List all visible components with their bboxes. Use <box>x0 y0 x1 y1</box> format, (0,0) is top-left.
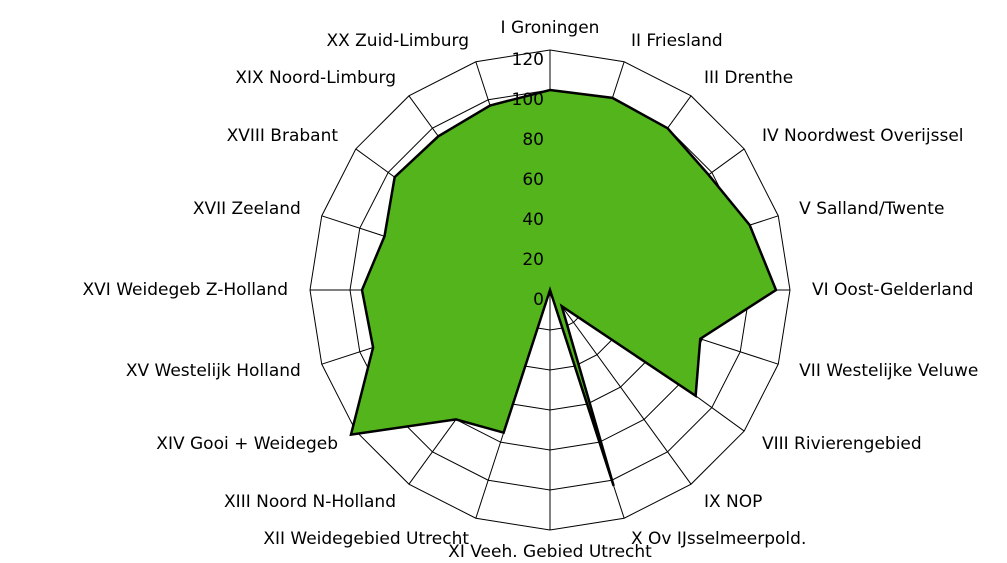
category-label: III Drenthe <box>704 68 793 88</box>
category-label: I Groningen <box>501 18 600 38</box>
category-label: XVIII Brabant <box>227 126 339 146</box>
category-label: II Friesland <box>631 31 723 51</box>
category-label: XVII Zeeland <box>193 199 301 219</box>
category-label: VIII Rivierengebied <box>762 434 922 454</box>
tick-label: 80 <box>522 130 544 150</box>
category-label: XVI Weidegeb Z-Holland <box>83 280 288 300</box>
tick-label: 20 <box>522 250 544 270</box>
category-label: XV Westelijk Holland <box>126 361 301 381</box>
category-label: XIII Noord N-Holland <box>224 492 396 512</box>
tick-label: 40 <box>522 210 544 230</box>
category-label: VII Westelijke Veluwe <box>799 361 978 381</box>
tick-label: 0 <box>533 290 544 310</box>
category-label: IV Noordwest Overijssel <box>762 126 964 146</box>
category-label: X Ov IJsselmeerpold. <box>631 529 806 549</box>
category-label: XIV Gooi + Weidegeb <box>156 434 338 454</box>
spoke <box>549 289 692 485</box>
category-label: XI Veeh. Gebied Utrecht <box>448 542 652 562</box>
category-label: V Salland/Twente <box>799 199 944 219</box>
tick-label: 120 <box>512 50 544 70</box>
category-label: XX Zuid-Limburg <box>326 31 469 51</box>
tick-label: 100 <box>512 90 544 110</box>
category-label: IX NOP <box>704 492 762 512</box>
category-label: XIX Noord-Limburg <box>235 68 396 88</box>
data-area <box>349 88 778 487</box>
category-label: XII Weidegebied Utrecht <box>263 529 469 549</box>
tick-label: 60 <box>522 170 544 190</box>
category-label: VI Oost-Gelderland <box>812 280 973 300</box>
